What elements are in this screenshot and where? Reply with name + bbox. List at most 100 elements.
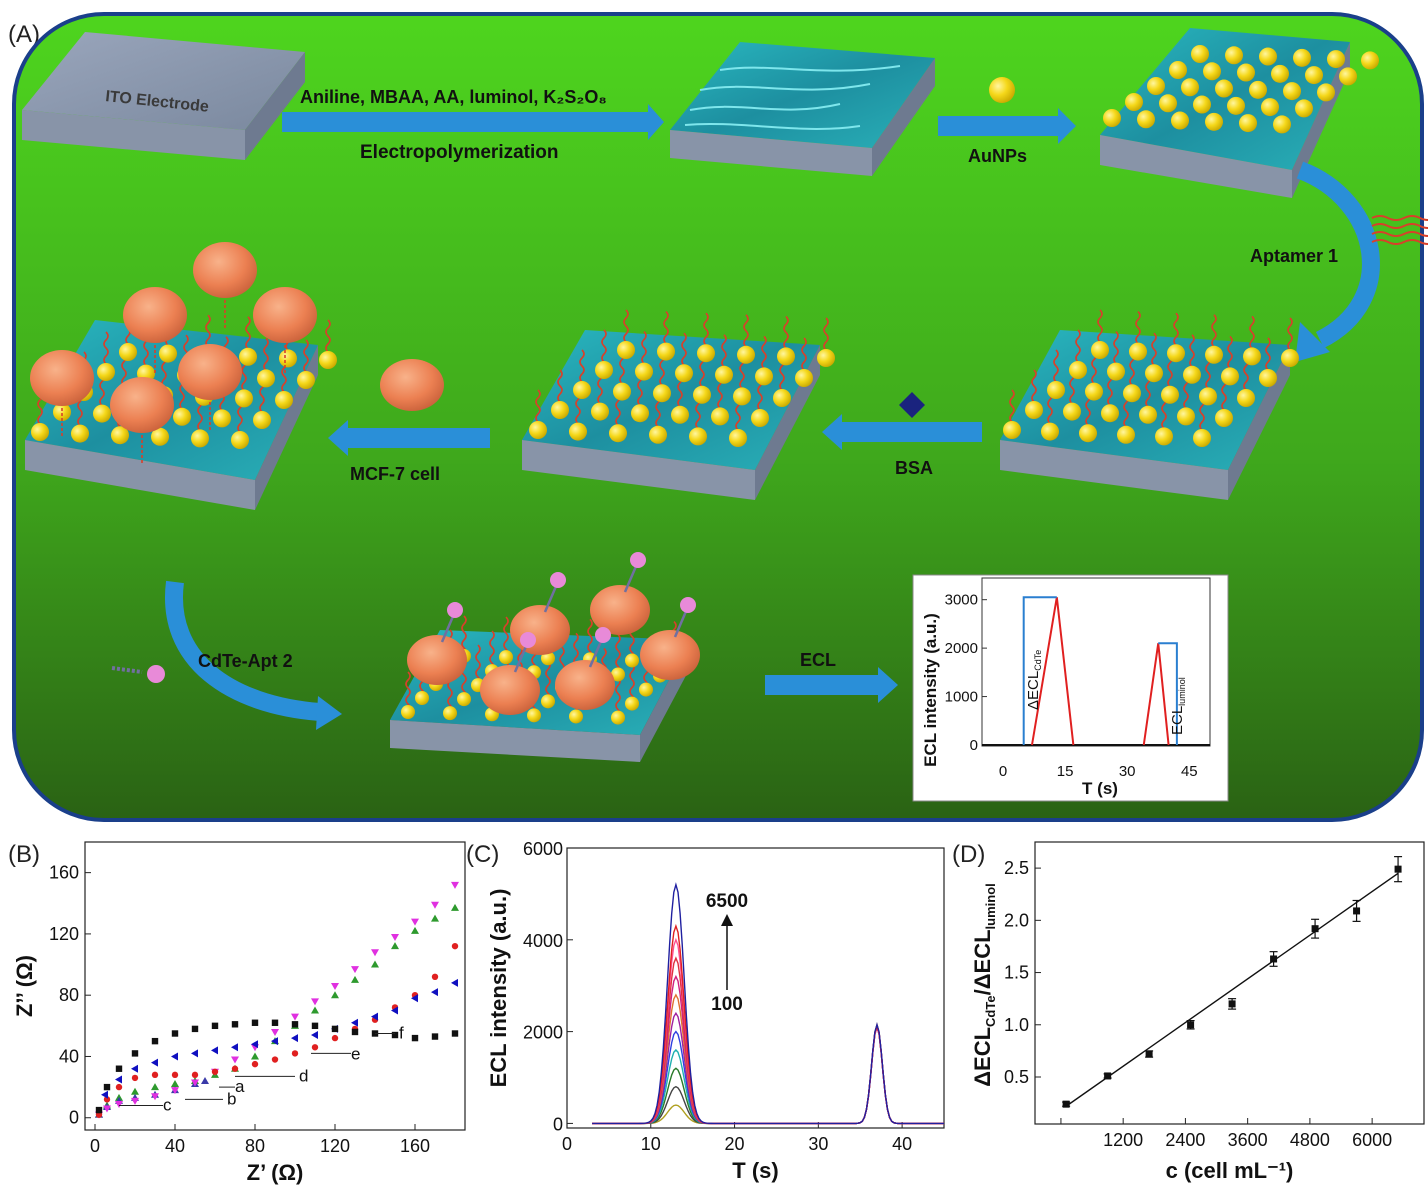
top-right-gold-particle xyxy=(1305,66,1323,85)
top-right-gold-particle xyxy=(1203,62,1221,81)
mid-center-gold-particle xyxy=(595,361,613,379)
inset-xtick: 0 xyxy=(999,763,1007,780)
mid-center-gold-particle xyxy=(551,401,569,419)
panel-b-point-d xyxy=(115,1083,123,1091)
panel-d-xtick: 1200 xyxy=(1103,1130,1143,1150)
panel-b-xtick: 40 xyxy=(165,1136,185,1156)
bottom-aptamer xyxy=(503,616,509,658)
panel-b-point-e xyxy=(311,1031,318,1040)
mid-left-gold-particle xyxy=(97,363,115,381)
bottom-gold-particle xyxy=(569,709,583,724)
mcf7-cell xyxy=(640,630,700,680)
panel-b-point-a xyxy=(331,991,339,999)
mid-right-gold-particle xyxy=(1161,385,1179,404)
mid-right-gold-particle xyxy=(1129,342,1147,361)
mid-left-gold-particle xyxy=(159,344,177,363)
panel-c-series-s7 xyxy=(592,993,944,1125)
panel-b-point-d xyxy=(311,1044,319,1051)
panel-b-point-c xyxy=(411,918,419,926)
panel-b-curve-label: e xyxy=(351,1044,360,1063)
panel-b-point-f xyxy=(411,1034,419,1042)
panel-b-point-f xyxy=(191,1025,199,1033)
mcf7-cell xyxy=(253,287,317,343)
mid-left-gold-particle xyxy=(151,427,169,446)
mid-center-gold-particle xyxy=(631,404,649,423)
panel-d-ytick: 0.5 xyxy=(1004,1067,1029,1087)
mid-center-gold-particle xyxy=(649,425,667,444)
inset-xtick: 45 xyxy=(1181,763,1198,780)
mid-center-gold-particle xyxy=(529,421,547,439)
panel-c-ytick: 0 xyxy=(553,1114,563,1134)
panel-b-curve-label: f xyxy=(399,1023,404,1042)
panel-d-xtick: 4800 xyxy=(1290,1130,1330,1150)
mid-left-gold-particle xyxy=(191,429,209,448)
bottom-aptamer xyxy=(475,644,481,686)
panel-b-point-a xyxy=(391,942,399,950)
cdte-qd xyxy=(595,627,611,643)
panel-d-ytick: 1.5 xyxy=(1004,963,1029,983)
bottom-gold-particle xyxy=(527,708,541,723)
mcf7-cell xyxy=(178,344,242,400)
panel-b-point-f xyxy=(115,1065,123,1072)
mid-left-gold-particle xyxy=(31,423,49,441)
panel-b-point-d xyxy=(131,1074,139,1082)
top-right-gold-particle xyxy=(1103,109,1121,127)
mid-right-gold-particle xyxy=(1117,425,1135,444)
mid-center-gold-particle xyxy=(657,342,675,361)
cdte-apt-probe xyxy=(543,583,559,613)
panel-b-ytick: 80 xyxy=(59,985,79,1005)
mid-right-gold-particle xyxy=(1091,341,1109,359)
bottom-aptamer xyxy=(615,633,621,676)
mid-center-gold-particle xyxy=(733,387,751,406)
mid-center-gold-particle xyxy=(777,347,795,366)
reagents-label: Aniline, MBAA, AA, luminol, K₂S₂O₈ xyxy=(300,87,607,107)
panel-b-point-d xyxy=(171,1071,179,1079)
panel-b-point-e xyxy=(291,1034,298,1043)
bsa-icon xyxy=(899,392,925,418)
mid-right-gold-particle xyxy=(1281,349,1299,367)
mid-left-gold-particle xyxy=(297,371,315,389)
mid-left-gold-particle xyxy=(319,351,337,369)
panel-c-series-s4 xyxy=(592,1023,944,1125)
top-right-gold-particle xyxy=(1339,67,1357,86)
mid-center-gold-particle xyxy=(711,407,729,426)
panel-b-point-f xyxy=(391,1031,399,1039)
panel-b-xtick: 160 xyxy=(400,1136,430,1156)
mid-center-gold-particle xyxy=(613,382,631,401)
panel-b-point-c xyxy=(391,933,399,941)
mid-center-gold-particle xyxy=(635,362,653,381)
arrow-ecl xyxy=(765,667,898,703)
inset-ytick: 2000 xyxy=(945,640,978,657)
mcf7-cell xyxy=(555,660,615,710)
panel-b-point-e xyxy=(271,1037,278,1046)
top-right-gold-particle xyxy=(1169,61,1187,79)
mid-right-gold-particle xyxy=(1079,424,1097,443)
panel-b-point-c xyxy=(171,1087,179,1095)
inset-ytick: 3000 xyxy=(945,592,978,609)
mcf7-cell xyxy=(590,585,650,635)
inset-delta-luminol-bracket xyxy=(1158,642,1178,745)
mcf7-cell xyxy=(110,377,174,433)
top-right-gold-particle xyxy=(1215,79,1233,98)
cdte-apt-probe xyxy=(673,608,689,638)
panel-b-point-c xyxy=(191,1079,199,1087)
panel-b-point-a xyxy=(131,1087,139,1095)
bottom-gold-particle xyxy=(457,692,471,707)
panel-b-point-d xyxy=(331,1034,339,1042)
sandwich-electrode xyxy=(390,552,700,762)
bottom-gold-particle xyxy=(625,653,639,668)
inset-xlabel: T (s) xyxy=(1082,779,1118,798)
panel-b-ylabel: Z’’ (Ω) xyxy=(12,955,37,1017)
mid-left-gold-particle xyxy=(275,391,293,409)
panel-b-point-e xyxy=(391,1006,398,1015)
arrow-aptamer1 xyxy=(1296,161,1380,349)
panel-b-point-a xyxy=(151,1083,159,1091)
cdte-qd xyxy=(630,552,646,568)
top-right-gold-particle xyxy=(1125,93,1143,111)
panel-b-point-f xyxy=(351,1028,359,1036)
inset-ytick: 1000 xyxy=(945,689,978,706)
panel-c-xtick: 20 xyxy=(725,1134,745,1154)
bottom-gold-particle xyxy=(611,667,625,682)
inset-label-cdte: ΔECLCdTe xyxy=(1025,650,1043,710)
mid-left-gold-particle xyxy=(239,347,257,366)
